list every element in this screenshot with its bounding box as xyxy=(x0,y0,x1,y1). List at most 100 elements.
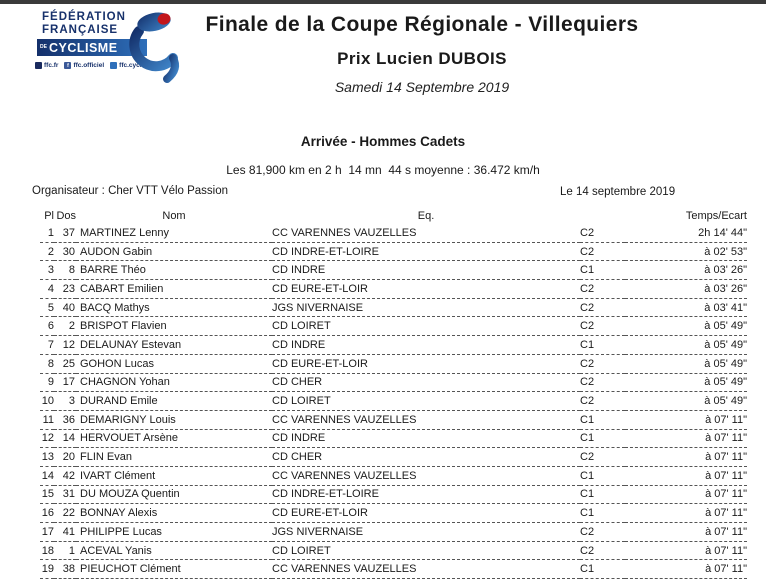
race-stats: Les 81,900 km en 2 h 14 mn 44 s moyenne … xyxy=(226,163,540,177)
cell-place: 19 xyxy=(41,563,54,576)
cell-category: C1 xyxy=(580,563,595,576)
table-row: 13 20 FLIN Evan CD CHER C2 à 07' 11" xyxy=(40,448,747,467)
cell-bib: 38 xyxy=(62,563,75,576)
cell-bib: 23 xyxy=(62,282,75,295)
logo-text-federation: FÉDÉRATION xyxy=(42,11,126,23)
link-ffc-cyclisme: ffc.cyclisme xyxy=(119,62,157,69)
event-subtitle: Prix Lucien DUBOIS xyxy=(337,49,507,68)
cell-bib: 20 xyxy=(62,451,75,464)
cell-team: CC VARENNES VAUZELLES xyxy=(272,413,417,426)
cell-place: 3 xyxy=(47,264,54,277)
cell-category: C1 xyxy=(580,413,595,426)
cell-place: 9 xyxy=(47,376,54,389)
cell-bib: 12 xyxy=(62,338,75,351)
cell-time: à 03' 41" xyxy=(704,301,747,314)
cell-team: CD CHER xyxy=(272,579,580,582)
cell-place: 17 xyxy=(41,525,54,538)
col-header-cat xyxy=(580,207,625,224)
cell-category: C2 xyxy=(580,357,595,370)
col-header-pl: Pl xyxy=(44,209,54,222)
table-row: 6 2 BRISPOT Flavien CD LOIRET C2 à 05' 4… xyxy=(40,317,747,336)
cell-time: à 07' 11" xyxy=(705,451,747,464)
cell-team: CD LOIRET xyxy=(272,544,331,557)
cell-name: BARRE Théo xyxy=(80,264,146,277)
cell-category: C2 xyxy=(580,451,595,464)
table-row: 9 17 CHAGNON Yohan CD CHER C2 à 05' 49" xyxy=(40,373,747,392)
col-header-temps: Temps/Ecart xyxy=(685,209,747,222)
cell-bib: 36 xyxy=(62,413,75,426)
logo-cyclisme-bar: DE CYCLISME xyxy=(37,39,147,56)
cell-time: à 05' 49" xyxy=(704,338,747,351)
section-title: Arrivée - Hommes Cadets xyxy=(300,134,466,149)
cell-time: à 03' 26" xyxy=(704,282,747,295)
cell-time: à 07' 11" xyxy=(705,563,747,576)
cell-name: BRISPOT Flavien xyxy=(80,320,167,333)
cell-time: à 02' 53" xyxy=(704,245,747,258)
col-header-nom: Nom xyxy=(162,209,186,222)
cell-bib: 17 xyxy=(62,376,75,389)
cell-name: DURAND Emile xyxy=(80,395,158,408)
cell-time: à 05' 49" xyxy=(704,357,747,370)
cell-team: CD CHER xyxy=(272,451,323,464)
cell-category: C2 xyxy=(580,226,595,239)
cell-team: CD EURE-ET-LOIR xyxy=(272,282,368,295)
table-row: 14 42 IVART Clément CC VARENNES VAUZELLE… xyxy=(40,466,747,486)
cell-time: à 07' 11" xyxy=(625,579,747,582)
table-row: 19 38 PIEUCHOT Clément CC VARENNES VAUZE… xyxy=(40,560,747,579)
table-row: 10 3 DURAND Emile CD LOIRET C2 à 05' 49" xyxy=(40,392,747,411)
cell-bib: 37 xyxy=(62,226,75,239)
cell-time: à 07' 11" xyxy=(705,525,747,538)
cell-time: à 05' 49" xyxy=(704,320,747,333)
cell-place: 14 xyxy=(41,469,54,482)
cell-category: C2 xyxy=(580,525,595,538)
cell-team: CD INDRE xyxy=(272,432,326,445)
cell-name: PHILIPPE Lucas xyxy=(80,525,162,538)
report-date: Le 14 septembre 2019 xyxy=(560,186,676,198)
cell-team: CC VARENNES VAUZELLES xyxy=(272,469,417,482)
cell-name: AUDON Gabin xyxy=(80,245,153,258)
table-row: 16 22 BONNAY Alexis CD EURE-ET-LOIR C1 à… xyxy=(40,504,747,523)
link-ffc-officiel: ffc.officiel xyxy=(73,62,105,69)
cell-time: à 07' 11" xyxy=(705,488,747,501)
table-row: 2 30 AUDON Gabin CD INDRE-ET-LOIRE C2 à … xyxy=(40,242,747,261)
cell-team: JGS NIVERNAISE xyxy=(272,525,364,538)
cell-place: 8 xyxy=(47,357,54,370)
cell-bib: 42 xyxy=(62,469,75,482)
event-title: Finale de la Coupe Régionale - Villequie… xyxy=(205,13,639,36)
cell-place: 1 xyxy=(47,226,54,239)
cell-place: 13 xyxy=(41,451,54,464)
cell-team: CD INDRE-ET-LOIRE xyxy=(272,488,379,501)
cell-name: GOHON Lucas xyxy=(80,357,154,370)
cell-time: à 03' 26" xyxy=(704,264,747,277)
cell-category: C2 xyxy=(580,245,595,258)
cell-place: 11 xyxy=(42,413,54,426)
cell-name: MARTINEZ Lenny xyxy=(80,226,170,239)
logo-text-de: DE xyxy=(40,44,47,50)
cell-place: 15 xyxy=(41,488,54,501)
ffc-logo: FÉDÉRATION FRANÇAISE DE CYCLISME ffc.fr … xyxy=(30,11,179,93)
cell-time: 2h 14' 44" xyxy=(698,226,747,239)
table-row: 7 12 DELAUNAY Estevan CD INDRE C1 à 05' … xyxy=(40,336,747,355)
table-row: 5 40 BACQ Mathys JGS NIVERNAISE C2 à 03'… xyxy=(40,298,747,317)
cell-name: CABART Emilien xyxy=(80,282,164,295)
cell-team: CD LOIRET xyxy=(272,320,331,333)
logo-text-cyclisme: CYCLISME xyxy=(48,40,118,55)
cell-place: 16 xyxy=(41,507,54,520)
cell-time: à 05' 49" xyxy=(704,395,747,408)
cell-team: CD INDRE xyxy=(272,264,326,277)
cell-team: CC VARENNES VAUZELLES xyxy=(272,226,417,239)
cell-place: 2 xyxy=(47,245,54,258)
table-row: 8 25 GOHON Lucas CD EURE-ET-LOIR C2 à 05… xyxy=(40,354,747,373)
cell-name: DU MOUZA Quentin xyxy=(80,488,180,501)
cell-time: à 07' 11" xyxy=(705,432,747,445)
logo-text-francaise: FRANÇAISE xyxy=(42,24,119,36)
table-row: 17 41 PHILIPPE Lucas JGS NIVERNAISE C2 à… xyxy=(40,523,747,542)
cell-category: C2 xyxy=(580,376,595,389)
cell-name: BACQ Mathys xyxy=(80,301,150,314)
results-table: Pl Dos Nom Eq. Temps/Ecart 1 37 MARTINEZ… xyxy=(40,207,747,582)
cell-category: C1 xyxy=(580,507,595,520)
cell-category: C2 xyxy=(580,301,595,314)
col-header-dos: Dos xyxy=(56,209,76,222)
table-row: 4 23 CABART Emilien CD EURE-ET-LOIR C2 à… xyxy=(40,280,747,299)
cell-bib: 1 xyxy=(68,544,75,557)
